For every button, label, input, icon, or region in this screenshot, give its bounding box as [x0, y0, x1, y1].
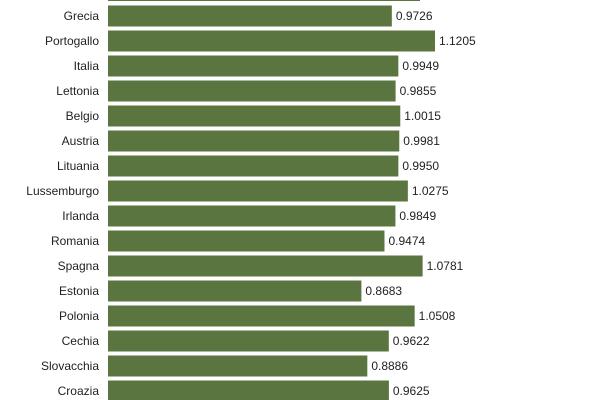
- category-label-irlanda: Irlanda: [62, 209, 99, 223]
- value-label-lettonia: 0.9855: [400, 84, 437, 98]
- value-label-estonia: 0.8683: [365, 284, 402, 298]
- value-label-polonia: 1.0508: [419, 309, 456, 323]
- bar-romania: [108, 230, 385, 252]
- category-labels-group: Grecia Portogallo Italia Lettonia Belgio Aust…: [26, 9, 99, 398]
- value-label-lussemburgo: 1.0275: [412, 184, 449, 198]
- value-label-portogallo: 1.1205: [439, 34, 476, 48]
- category-label-polonia: Polonia: [59, 309, 99, 323]
- bar-lituania: [108, 155, 399, 177]
- category-label-lettonia: Lettonia: [56, 84, 99, 98]
- bar-cechia: [108, 330, 389, 352]
- bar-grecia: [108, 5, 392, 27]
- value-label-austria: 0.9981: [403, 134, 440, 148]
- category-label-slovacchia: Slovacchia: [41, 359, 99, 373]
- bar-lussemburgo: [108, 180, 408, 202]
- category-label-spagna: Spagna: [58, 259, 100, 273]
- bar-slovacchia: [108, 355, 368, 377]
- value-label-belgio: 1.0015: [404, 109, 441, 123]
- category-label-belgio: Belgio: [66, 109, 100, 123]
- category-label-grecia: Grecia: [64, 9, 100, 23]
- category-label-lituania: Lituania: [57, 159, 99, 173]
- category-label-austria: Austria: [62, 134, 100, 148]
- value-label-irlanda: 0.9849: [399, 209, 436, 223]
- bar-polonia: [108, 305, 415, 327]
- bar-portogallo: [108, 30, 435, 52]
- value-label-slovacchia: 0.8886: [371, 359, 408, 373]
- bar-belgio: [108, 105, 401, 127]
- bar-spagna: [108, 255, 423, 277]
- value-label-grecia: 0.9726: [396, 9, 433, 23]
- value-label-cechia: 0.9622: [393, 334, 430, 348]
- bars-group: [108, 5, 435, 400]
- category-label-lussemburgo: Lussemburgo: [26, 184, 99, 198]
- category-label-croazia: Croazia: [58, 384, 100, 398]
- category-label-portogallo: Portogallo: [45, 34, 99, 48]
- value-label-spagna: 1.0781: [427, 259, 464, 273]
- bar-croazia: [108, 380, 389, 400]
- category-label-estonia: Estonia: [59, 284, 99, 298]
- category-label-cechia: Cechia: [62, 334, 100, 348]
- value-label-romania: 0.9474: [388, 234, 425, 248]
- bar-irlanda: [108, 205, 396, 227]
- bar-lettonia: [108, 80, 396, 102]
- category-label-romania: Romania: [51, 234, 99, 248]
- value-label-croazia: 0.9625: [393, 384, 430, 398]
- category-label-italia: Italia: [74, 59, 100, 73]
- value-label-lituania: 0.9950: [402, 159, 439, 173]
- bar-cropped-top: [108, 0, 420, 1]
- bar-italia: [108, 55, 399, 77]
- bar-estonia: [108, 280, 362, 302]
- bar-austria: [108, 130, 400, 152]
- value-label-italia: 0.9949: [402, 59, 439, 73]
